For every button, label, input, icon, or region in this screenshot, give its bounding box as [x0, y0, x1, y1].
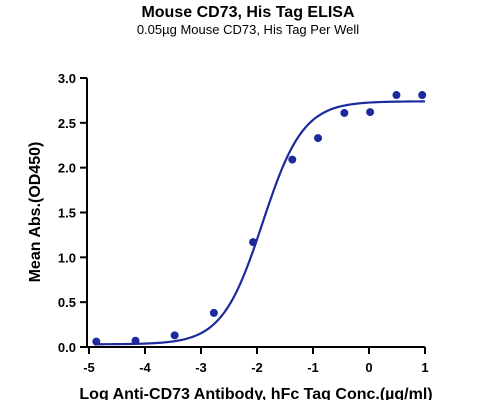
- x-tick-label: 1: [421, 360, 428, 375]
- y-axis-ticks: 0.0 0.5 1.0 1.5 2.0 2.5 3.0: [58, 71, 87, 355]
- data-points: [92, 91, 427, 346]
- data-point: [170, 331, 179, 340]
- data-point: [209, 308, 218, 317]
- data-point: [314, 134, 323, 143]
- x-tick-label: -4: [139, 360, 151, 375]
- data-point: [92, 337, 101, 346]
- data-point: [418, 91, 427, 100]
- y-tick-label: 2.5: [58, 116, 76, 131]
- x-tick-label: -2: [251, 360, 263, 375]
- data-point: [249, 238, 258, 247]
- data-point: [366, 108, 375, 117]
- y-tick-label: 0.0: [58, 340, 76, 355]
- data-point: [340, 108, 349, 117]
- chart-title: Mouse CD73, His Tag ELISA: [141, 4, 355, 21]
- data-point: [288, 155, 297, 164]
- y-axis-label: Mean Abs.(OD450): [27, 142, 44, 283]
- y-tick-label: 3.0: [58, 71, 76, 86]
- x-tick-label: -3: [195, 360, 207, 375]
- x-axis-label: Log Anti-CD73 Antibody, hFc Tag Conc.(µg…: [79, 386, 432, 400]
- y-tick-label: 1.5: [58, 206, 76, 221]
- chart-subtitle: 0.05µg Mouse CD73, His Tag Per Well: [137, 22, 359, 37]
- x-axis-ticks: -5 -4 -3 -2 -1 0 1: [83, 347, 429, 375]
- fit-curve: [94, 100, 426, 346]
- data-point: [131, 336, 140, 345]
- y-tick-label: 1.0: [58, 250, 76, 265]
- y-tick-label: 0.5: [58, 295, 76, 310]
- x-tick-label: -1: [307, 360, 319, 375]
- data-point: [392, 91, 401, 100]
- x-tick-label: 0: [365, 360, 372, 375]
- y-tick-label: 2.0: [58, 161, 76, 176]
- x-tick-label: -5: [83, 360, 95, 375]
